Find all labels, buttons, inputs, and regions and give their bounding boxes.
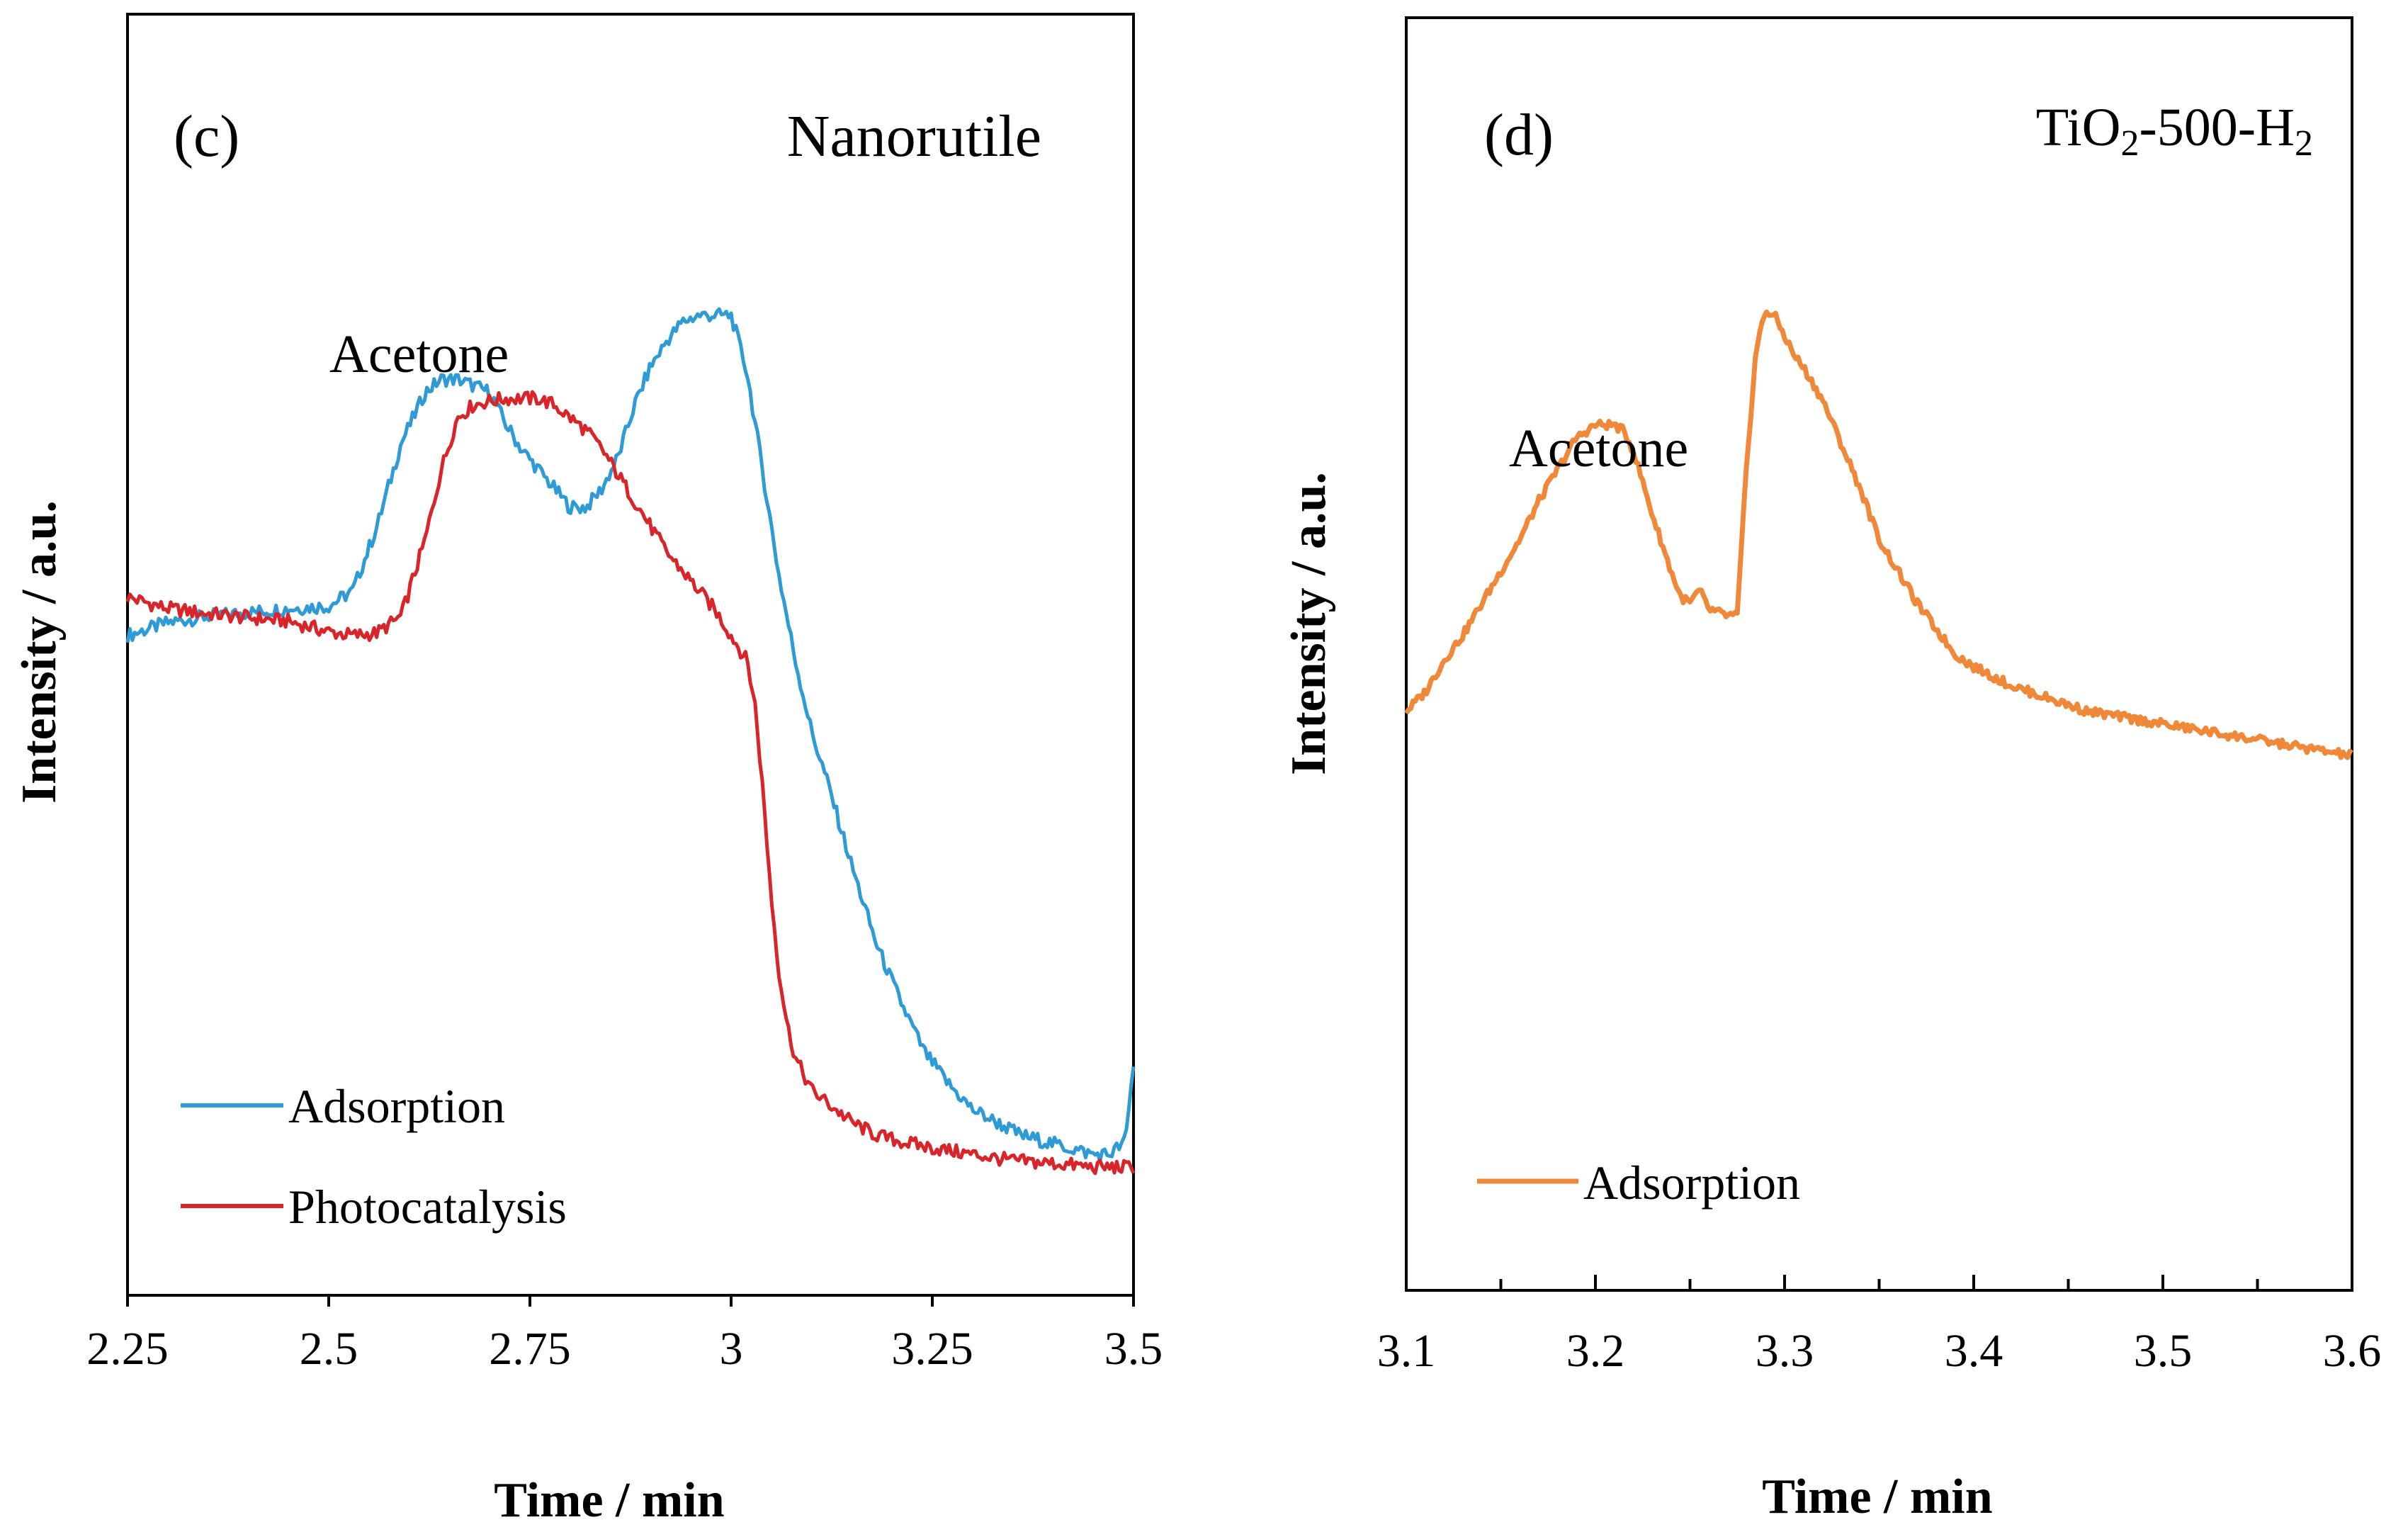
series-group-c	[125, 307, 1136, 1176]
chart-title-d: TiO2-500-H2	[2036, 98, 2313, 164]
title-part-tio: TiO	[2036, 98, 2121, 157]
x-tick-label-d-2: 3.3	[1756, 1325, 1814, 1377]
panel-d: 3.1 3.2 3.3 3.4 3.5 3.6 (d) TiO2-500-H2 Aceto…	[1282, 16, 2382, 1524]
x-tick-label-c-2: 2.75	[489, 1323, 571, 1375]
x-tick-label-d-0: 3.1	[1377, 1325, 1436, 1377]
title-sub-2b: 2	[2295, 123, 2313, 164]
plot-frame-d	[1405, 16, 2353, 1292]
title-part-500-h: -500-H	[2139, 98, 2295, 157]
panel-label-c: (c)	[174, 103, 239, 169]
series-line-d-adsorption	[1404, 309, 2354, 760]
chart-title-c: Nanorutile	[787, 103, 1041, 169]
x-tick-label-c-1: 2.5	[300, 1323, 358, 1375]
y-axis-label-d: Intensity / a.u.	[1282, 472, 1336, 775]
title-sub-2a: 2	[2120, 123, 2139, 164]
y-axis-label-c: Intensity / a.u.	[12, 500, 67, 804]
x-axis-label-c: Time / min	[494, 1473, 724, 1527]
legend-label-adsorption-c: Adsorption	[288, 1079, 505, 1133]
x-tick-label-d-3: 3.4	[1945, 1325, 2003, 1377]
x-tick-label-c-4: 3.25	[891, 1323, 973, 1375]
x-ticks-c: 2.25 2.5 2.75 3 3.25 3.5	[86, 1295, 1163, 1375]
panel-label-d: (d)	[1484, 102, 1554, 168]
panel-c: 2.25 2.5 2.75 3 3.25 3.5 (c) Nanorutile Aceto…	[12, 13, 1163, 1527]
annotation-acetone-c: Acetone	[329, 325, 509, 384]
x-tick-label-d-5: 3.6	[2323, 1325, 2382, 1377]
x-tick-label-c-0: 2.25	[86, 1323, 169, 1375]
x-tick-label-d-4: 3.5	[2134, 1325, 2193, 1377]
x-tick-label-d-1: 3.2	[1566, 1325, 1625, 1377]
series-line-c-photocatalysis	[125, 390, 1136, 1176]
legend-label-photocatalysis-c: Photocatalysis	[288, 1180, 567, 1234]
x-axis-label-d: Time / min	[1762, 1470, 1992, 1524]
plot-frame-c	[126, 13, 1135, 1297]
x-ticks-d: 3.1 3.2 3.3 3.4 3.5 3.6	[1377, 1275, 2382, 1377]
series-line-c-adsorption	[125, 307, 1136, 1163]
annotation-acetone-d: Acetone	[1509, 419, 1688, 478]
x-tick-label-c-5: 3.5	[1104, 1323, 1163, 1375]
series-group-d	[1404, 309, 2354, 760]
legend-label-adsorption-d: Adsorption	[1583, 1156, 1800, 1210]
x-tick-label-c-3: 3	[720, 1323, 743, 1375]
